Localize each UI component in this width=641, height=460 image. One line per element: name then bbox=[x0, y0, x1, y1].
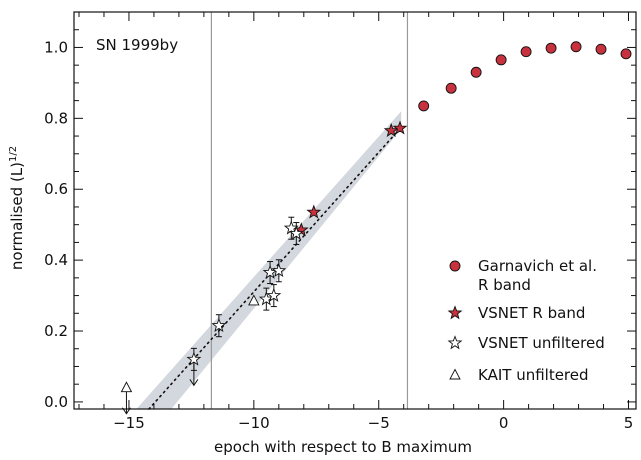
data-point-triangle-open-1 bbox=[248, 294, 260, 306]
x-axis-label: epoch with respect to B maximum bbox=[214, 438, 472, 456]
y-tick-label: 1.0 bbox=[44, 38, 68, 56]
data-point-circle-7 bbox=[595, 43, 607, 55]
upper-limit-arrowhead-1 bbox=[189, 379, 199, 387]
y-tick-label: 0.2 bbox=[44, 322, 68, 340]
data-point-circle-8 bbox=[620, 48, 632, 60]
data-point-star-open-5 bbox=[271, 263, 287, 278]
data-point-circle-4 bbox=[520, 46, 532, 58]
y-tick-label: 0.0 bbox=[44, 393, 68, 411]
data-point-star-open-7 bbox=[288, 225, 304, 240]
data-point-star-filled-2 bbox=[383, 122, 399, 138]
legend-label-1: VSNET R band bbox=[478, 304, 585, 322]
plot-frame bbox=[73, 11, 637, 410]
upper-limit-arrowhead-0 bbox=[122, 407, 131, 415]
data-point-star-open-1 bbox=[211, 317, 227, 333]
fit-uncertainty-band bbox=[136, 111, 402, 409]
data-point-star-open-0 bbox=[186, 351, 202, 366]
legend: Garnavich et al.R band VSNET R band VSNET … bbox=[447, 257, 605, 384]
fit-band-layer bbox=[136, 111, 402, 409]
data-marks-layer bbox=[120, 41, 632, 415]
legend-label-3: KAIT unfiltered bbox=[478, 366, 589, 384]
data-point-circle-3 bbox=[495, 54, 507, 66]
data-point-circle-6 bbox=[570, 41, 582, 53]
x-tick-label: −15 bbox=[113, 414, 145, 432]
legend-label-2: VSNET unfiltered bbox=[478, 334, 605, 352]
legend-marker-0 bbox=[449, 260, 461, 272]
chart-title: SN 1999by bbox=[96, 36, 178, 54]
data-point-circle-5 bbox=[545, 42, 557, 54]
x-tick-label: 5 bbox=[624, 414, 634, 432]
fit-line-layer bbox=[148, 126, 403, 410]
y-axis-label-superscript: 1/2 bbox=[8, 146, 19, 162]
data-point-circle-0 bbox=[418, 100, 430, 112]
data-point-circle-1 bbox=[445, 82, 457, 94]
vertical-lines-layer bbox=[210, 12, 409, 409]
legend-marker-3 bbox=[449, 368, 461, 380]
x-tick-label: −10 bbox=[238, 414, 270, 432]
legend-label-0: Garnavich et al. bbox=[478, 257, 597, 275]
legend-marker-1 bbox=[447, 305, 463, 320]
data-point-star-open-6 bbox=[283, 220, 299, 235]
x-tick-label: 0 bbox=[499, 414, 509, 432]
data-point-triangle-open-0 bbox=[120, 381, 133, 393]
y-tick-label: 0.6 bbox=[44, 180, 68, 198]
data-point-star-filled-1 bbox=[306, 204, 322, 219]
axes-layer: −15 −10 −5 0 5 0.0 0.2 0.4 0.6 0.8 1.0 bbox=[44, 11, 637, 432]
legend-label-0-line2: R band bbox=[478, 276, 531, 294]
y-tick-label: 0.8 bbox=[44, 109, 68, 127]
x-tick-label: −5 bbox=[368, 414, 390, 432]
data-point-star-open-3 bbox=[266, 287, 282, 302]
y-tick-label: 0.4 bbox=[44, 251, 68, 269]
fit-line bbox=[148, 126, 403, 410]
data-point-star-filled-3 bbox=[392, 120, 408, 135]
y-axis-label-main: normalised (L) bbox=[8, 162, 26, 270]
y-axis-label: normalised (L)1/2 bbox=[8, 146, 26, 270]
legend-marker-2 bbox=[447, 335, 463, 350]
data-point-circle-2 bbox=[470, 66, 482, 78]
